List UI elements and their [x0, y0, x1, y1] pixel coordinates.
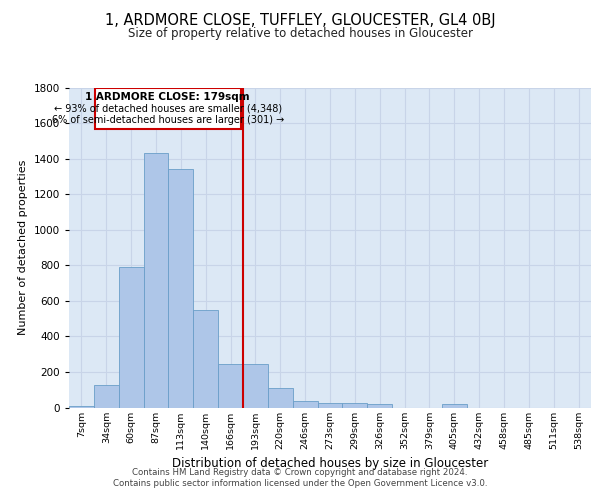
Bar	[317, 402, 343, 407]
Text: 1, ARDMORE CLOSE, TUFFLEY, GLOUCESTER, GL4 0BJ: 1, ARDMORE CLOSE, TUFFLEY, GLOUCESTER, G…	[104, 12, 496, 28]
Bar	[95, 88, 241, 130]
Bar	[343, 402, 367, 407]
Bar	[218, 364, 243, 408]
Bar	[143, 154, 169, 408]
Bar	[268, 388, 293, 407]
Bar	[367, 404, 392, 407]
Bar	[193, 310, 218, 408]
Y-axis label: Number of detached properties: Number of detached properties	[18, 160, 28, 335]
Bar	[69, 406, 94, 407]
Text: 6% of semi-detached houses are larger (301) →: 6% of semi-detached houses are larger (3…	[52, 115, 284, 125]
Text: Contains HM Land Registry data © Crown copyright and database right 2024.
Contai: Contains HM Land Registry data © Crown c…	[113, 468, 487, 487]
Text: 1 ARDMORE CLOSE: 179sqm: 1 ARDMORE CLOSE: 179sqm	[85, 92, 250, 102]
Bar	[119, 267, 143, 408]
Bar	[243, 364, 268, 408]
Bar	[169, 170, 193, 408]
Bar	[293, 402, 317, 407]
Bar	[442, 404, 467, 407]
X-axis label: Distribution of detached houses by size in Gloucester: Distribution of detached houses by size …	[172, 457, 488, 470]
Bar	[94, 386, 119, 407]
Text: Size of property relative to detached houses in Gloucester: Size of property relative to detached ho…	[128, 28, 473, 40]
Text: ← 93% of detached houses are smaller (4,348): ← 93% of detached houses are smaller (4,…	[54, 104, 282, 114]
